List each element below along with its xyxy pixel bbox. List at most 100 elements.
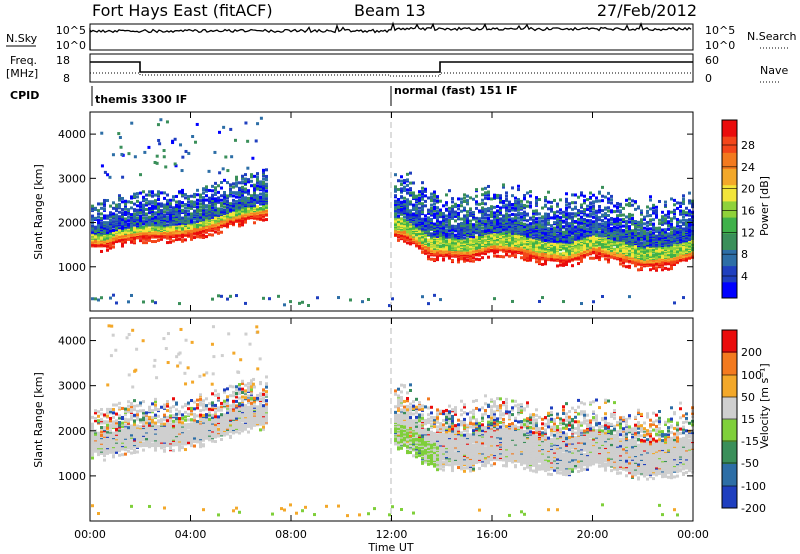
nsky-label: N.Sky	[6, 32, 38, 45]
power-cell	[130, 213, 133, 217]
power-cell	[619, 235, 622, 239]
power-cell	[514, 199, 517, 203]
power-cell	[565, 197, 568, 201]
power-cell	[652, 233, 655, 237]
power-cell	[577, 208, 580, 212]
power-cell	[622, 217, 625, 221]
power-cell	[451, 236, 454, 240]
power-cell	[637, 220, 640, 224]
power-cell	[526, 212, 529, 216]
power-cell	[580, 233, 583, 237]
power-cell	[484, 220, 487, 224]
power-cell	[475, 223, 478, 227]
power-cell	[184, 227, 187, 231]
power-cell	[220, 180, 223, 184]
nave-tick-bottom: 0	[705, 72, 712, 85]
power-cell	[634, 264, 637, 268]
power-cell	[175, 207, 178, 211]
power-cell	[643, 232, 646, 236]
power-cell	[424, 220, 427, 224]
power-cell	[229, 183, 232, 187]
power-heatmap	[91, 116, 694, 308]
power-cell	[448, 252, 451, 256]
power-cell	[520, 229, 523, 233]
power-cell	[454, 247, 457, 251]
power-cell	[490, 197, 493, 201]
power-cell	[610, 235, 613, 239]
power-cell	[262, 186, 265, 190]
power-cell	[556, 202, 559, 206]
power-cell	[259, 182, 262, 186]
power-cell	[262, 200, 265, 204]
power-cell	[658, 240, 661, 244]
power-cell	[250, 196, 253, 200]
power-cell	[403, 204, 406, 208]
power-cell	[193, 192, 196, 196]
power-cell	[508, 254, 511, 258]
power-cell	[142, 203, 145, 207]
power-cell	[472, 256, 475, 260]
power-cell	[598, 208, 601, 212]
power-cell	[667, 215, 670, 219]
power-cell	[475, 216, 478, 220]
power-cell	[628, 252, 631, 256]
power-cell	[400, 210, 403, 214]
power-cell	[460, 197, 463, 201]
power-cell	[406, 188, 409, 192]
power-cell	[496, 221, 499, 225]
power-cell	[433, 194, 436, 198]
power-cell	[418, 214, 421, 218]
power-cell	[574, 201, 577, 205]
power-cell	[535, 209, 538, 213]
power-cell	[220, 194, 223, 198]
power-cell	[655, 215, 658, 219]
power-cell	[496, 204, 499, 208]
power-cell	[592, 229, 595, 233]
power-cell	[472, 223, 475, 227]
power-cell	[643, 222, 646, 226]
power-cell	[664, 221, 667, 225]
power-cell	[430, 198, 433, 202]
power-cell	[649, 207, 652, 211]
power-cell	[523, 206, 526, 210]
power-cell	[178, 215, 181, 219]
power-cell	[559, 220, 562, 224]
power-cell	[250, 184, 253, 188]
power-cell	[226, 196, 229, 200]
power-cell	[223, 190, 226, 194]
power-cell	[298, 301, 301, 305]
power-cell	[670, 197, 673, 201]
power-cell	[544, 219, 547, 223]
power-cell	[442, 233, 445, 237]
power-cell	[619, 262, 622, 266]
power-cell	[409, 209, 412, 213]
power-cell	[649, 233, 652, 237]
power-cell	[664, 233, 667, 237]
power-cell	[403, 237, 406, 241]
power-cell	[568, 240, 571, 244]
power-cell	[496, 213, 499, 217]
power-cell	[178, 200, 181, 204]
power-cell	[109, 246, 112, 250]
power-cell	[484, 191, 487, 195]
power-cell	[178, 225, 181, 229]
power-cell	[547, 200, 550, 204]
power-cell	[505, 215, 508, 219]
power-cell	[202, 196, 205, 200]
power-cell	[628, 237, 631, 241]
power-cell	[163, 203, 166, 207]
power-cell	[541, 244, 544, 248]
power-cell	[475, 231, 478, 235]
power-cell	[190, 235, 193, 239]
power-cell	[487, 234, 490, 238]
power-cell	[181, 216, 184, 220]
power-cell	[529, 216, 532, 220]
power-cell	[145, 207, 148, 211]
power-cell	[667, 267, 670, 271]
power-cell	[139, 191, 142, 195]
power-cell	[166, 223, 169, 227]
power-cell	[619, 247, 622, 251]
power-cell	[157, 212, 160, 216]
power-cell	[604, 257, 607, 261]
power-cell	[460, 217, 463, 221]
